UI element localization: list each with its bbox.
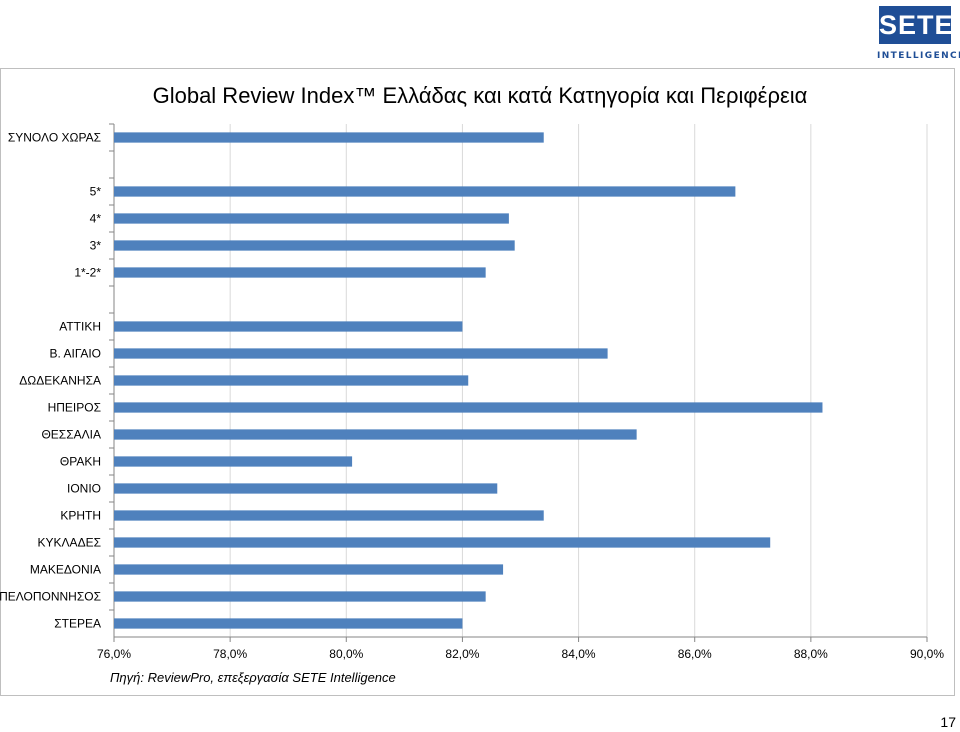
x-tick-label: 88,0% [794,647,828,661]
bar [114,429,637,440]
category-label: ΜΑΚΕΔΟΝΙΑ [30,563,101,577]
sete-logo: SETE INTELLIGENCE [877,6,960,64]
x-tick-label: 76,0% [97,647,131,661]
category-label: ΙΟΝΙΟ [67,482,101,496]
category-label: ΣΤΕΡΕΑ [54,617,101,631]
bar [114,213,509,224]
bar [114,402,823,413]
bar [114,375,469,386]
bar [114,537,771,548]
category-label: ΘΡΑΚΗ [60,455,101,469]
bar [114,321,463,332]
chart-frame [0,68,955,696]
category-label: ΑΤΤΙΚΗ [59,320,101,334]
bar [114,240,515,251]
x-tick-label: 86,0% [678,647,712,661]
bar [114,186,736,197]
logo-subtitle: INTELLIGENCE [877,51,960,61]
source-note: Πηγή: ReviewPro, επεξεργασία SETE Intell… [110,670,396,685]
bar [114,618,463,629]
bar [114,348,608,359]
category-label: 4* [90,212,102,226]
category-label: ΗΠΕΙΡΟΣ [48,401,101,415]
category-label: Β. ΑΙΓΑΙΟ [49,347,101,361]
x-tick-label: 90,0% [910,647,944,661]
page-number: 17 [940,714,956,730]
category-label: ΔΩΔΕΚΑΝΗΣΑ [19,374,101,388]
category-label: ΚΡΗΤΗ [60,509,101,523]
x-tick-label: 78,0% [213,647,247,661]
category-label: 5* [90,185,102,199]
chart-title: Global Review Index™ Ελλάδας και κατά Κα… [152,83,808,108]
bar [114,132,544,143]
x-tick-label: 82,0% [445,647,479,661]
category-label: 3* [90,239,102,253]
category-label: ΣΥΝΟΛΟ ΧΩΡΑΣ [8,131,101,145]
category-label: 1*-2* [74,266,101,280]
logo-brand: SETE [879,6,953,44]
x-tick-label: 84,0% [562,647,596,661]
category-label: ΘΕΣΣΑΛΙΑ [41,428,101,442]
bar [114,483,498,494]
bar [114,591,486,602]
x-tick-label: 80,0% [329,647,363,661]
bar [114,267,486,278]
category-label: ΠΕΛΟΠΟΝΝΗΣΟΣ [0,590,101,604]
category-label: ΚΥΚΛΑΔΕΣ [38,536,101,550]
bar [114,564,504,575]
bar [114,510,544,521]
bar [114,456,353,467]
